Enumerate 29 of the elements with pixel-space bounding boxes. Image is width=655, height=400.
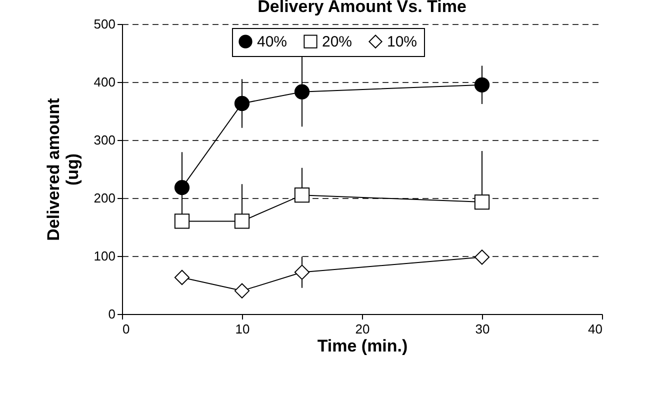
x-tick-label: 20 — [355, 322, 370, 336]
legend-label: 20% — [322, 34, 352, 51]
y-tick-label: 200 — [94, 190, 116, 206]
y-tick-label: 500 — [94, 16, 116, 32]
point — [294, 188, 310, 203]
x-tick-label: 0 — [122, 322, 130, 336]
point — [174, 270, 190, 286]
y-tick-label: 400 — [94, 74, 116, 90]
point — [174, 214, 190, 229]
y-axis-title: Delivered amount (ug) — [44, 98, 82, 241]
y-tick-label: 0 — [108, 306, 116, 322]
x-tick-label: 40 — [588, 322, 602, 336]
x-tick-label: 30 — [475, 322, 490, 336]
point — [234, 214, 250, 229]
point — [234, 96, 250, 112]
point — [294, 264, 310, 280]
point — [234, 283, 250, 298]
point — [294, 84, 310, 100]
y-tick-label: 300 — [94, 132, 116, 148]
legend-label: 40% — [257, 34, 288, 51]
point — [474, 194, 490, 210]
point — [474, 250, 490, 265]
chart-title: Delivery Amount Vs. Time — [258, 0, 466, 16]
y-tick-label: 100 — [94, 248, 116, 264]
x-tick-label: 10 — [235, 322, 250, 336]
point — [474, 77, 490, 92]
x-axis-title: Time (min.) — [317, 336, 408, 356]
point — [174, 180, 190, 196]
legend-label: 10% — [387, 34, 418, 51]
